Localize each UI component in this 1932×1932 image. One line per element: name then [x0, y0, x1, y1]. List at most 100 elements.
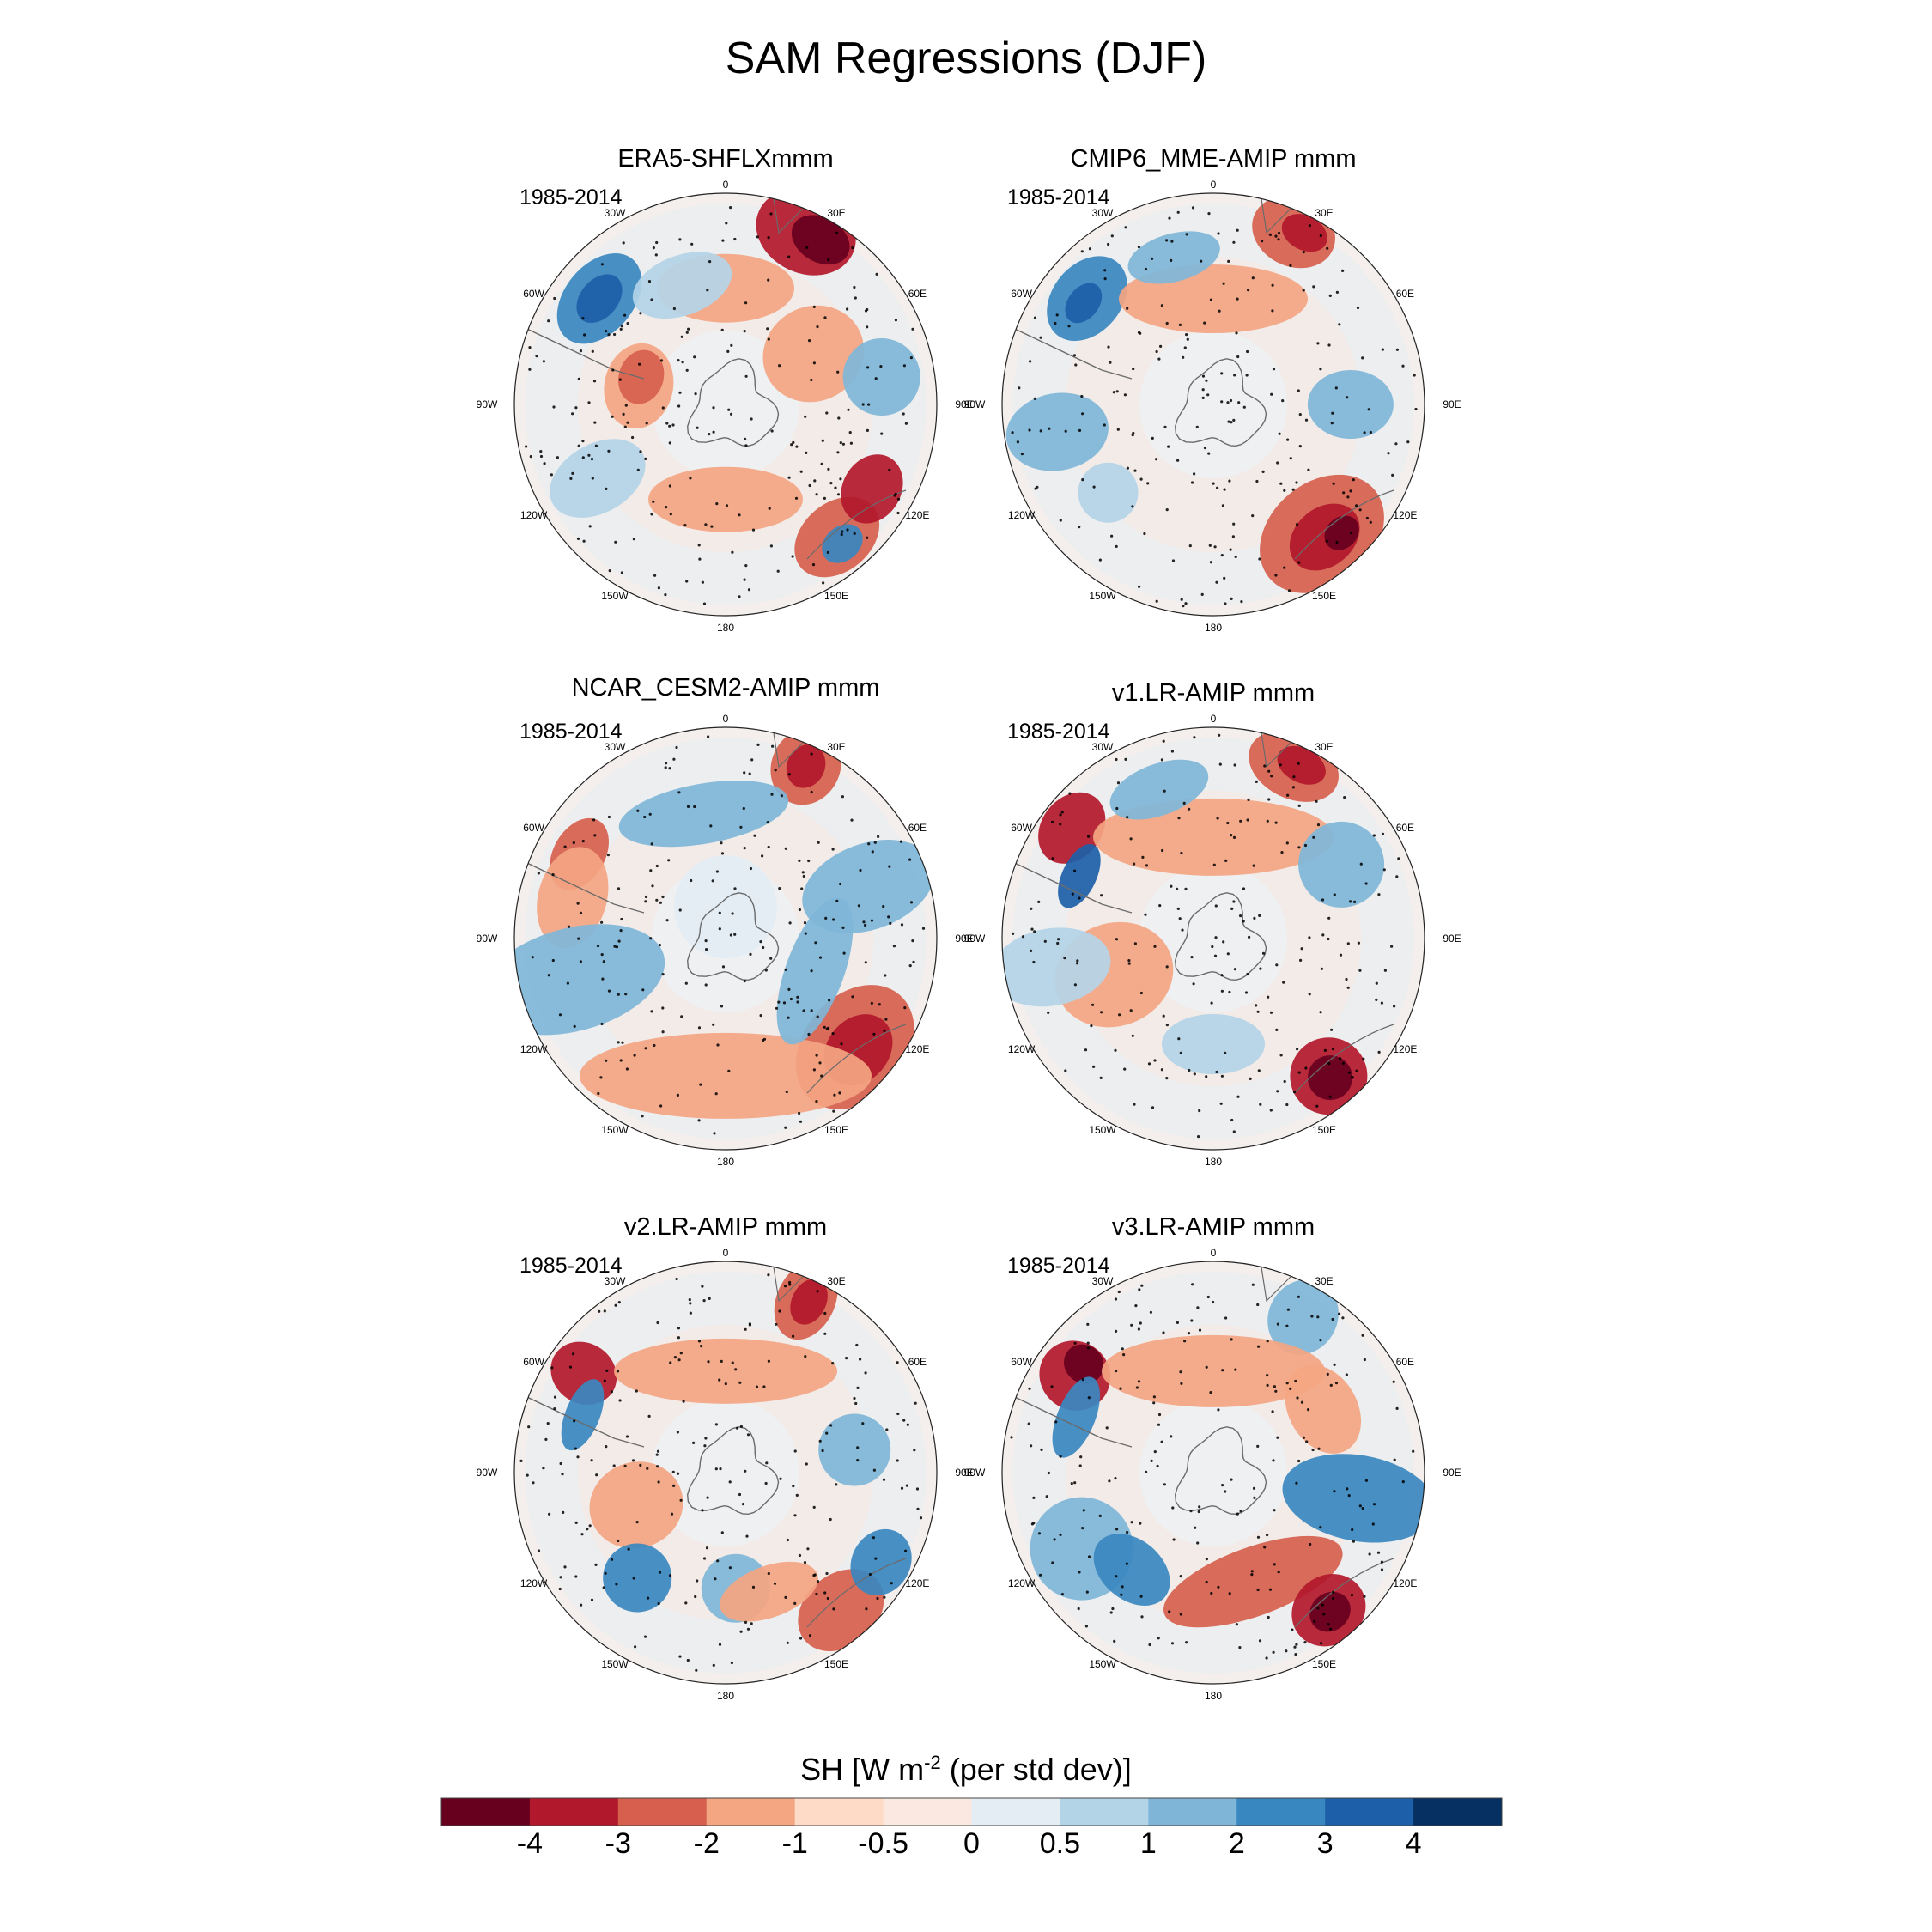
colorbar-tick-label: 1	[1139, 1827, 1157, 1860]
colorbar-tick-label: 3	[1316, 1827, 1334, 1860]
longitude-label: 30W	[1091, 1274, 1114, 1287]
longitude-label: 150W	[601, 1124, 629, 1137]
longitude-label: 120W	[519, 1043, 548, 1055]
longitude-label: 90W	[963, 1467, 986, 1479]
longitude-label: 90E	[955, 1467, 974, 1479]
longitude-label: 150W	[1089, 1124, 1116, 1137]
longitude-label: 120E	[905, 509, 930, 521]
longitude-label: 0	[1210, 179, 1217, 191]
colorbar-swatch	[617, 1798, 708, 1826]
map-panel	[1001, 1261, 1425, 1685]
longitude-label: 90E	[1443, 933, 1461, 945]
longitude-label: 60W	[1011, 822, 1032, 834]
longitude-label: 30E	[1315, 1274, 1334, 1287]
longitude-label: 90W	[476, 933, 498, 945]
longitude-label: 150W	[1089, 1658, 1116, 1671]
colorbar-tick-label: -2	[693, 1827, 720, 1860]
longitude-label: 150E	[823, 1124, 849, 1137]
colorbar-tick-label: 4	[1405, 1827, 1422, 1860]
longitude-label: 30E	[1315, 740, 1334, 753]
panel-title: ERA5-SHFLXmmm	[617, 145, 834, 173]
map-panel	[513, 1261, 938, 1685]
longitude-label: 180	[716, 1690, 735, 1702]
longitude-label: 120E	[905, 1577, 930, 1589]
longitude-label: 60W	[1011, 1356, 1032, 1368]
longitude-label: 30E	[827, 206, 846, 219]
longitude-label: 60E	[1395, 288, 1415, 300]
longitude-label: 90E	[955, 398, 974, 410]
longitude-label: 60E	[908, 288, 927, 300]
colorbar-swatch	[1413, 1798, 1503, 1826]
longitude-label: 120W	[1007, 509, 1036, 521]
panel-period: 1985-2014	[519, 1254, 623, 1278]
longitude-label: 60E	[1395, 822, 1415, 834]
longitude-label: 90E	[955, 933, 974, 945]
colorbar-swatch	[441, 1798, 531, 1826]
colorbar-swatch	[529, 1798, 619, 1826]
longitude-label: 180	[716, 622, 735, 634]
colorbar-tick-label: -1	[781, 1827, 808, 1860]
longitude-label: 150W	[601, 590, 629, 603]
colorbar-swatch	[971, 1798, 1060, 1826]
map-panel	[1001, 192, 1425, 617]
longitude-label: 180	[716, 1156, 735, 1168]
colorbar-swatch	[1060, 1798, 1149, 1826]
longitude-label: 120E	[905, 1043, 930, 1055]
colorbar-swatch	[1325, 1798, 1414, 1826]
longitude-label: 150W	[601, 1658, 629, 1671]
longitude-label: 30W	[1091, 740, 1114, 753]
longitude-label: 30W	[604, 1274, 626, 1287]
longitude-label: 90E	[1443, 398, 1461, 410]
panel-period: 1985-2014	[1007, 185, 1110, 210]
longitude-label: 30W	[1091, 206, 1114, 219]
longitude-label: 60E	[1395, 1356, 1415, 1368]
panel-period: 1985-2014	[1007, 720, 1110, 744]
longitude-label: 0	[722, 179, 729, 191]
colorbar-tick-label: 0.5	[1039, 1827, 1081, 1860]
longitude-label: 90W	[476, 398, 498, 410]
colorbar-swatch	[883, 1798, 972, 1826]
longitude-label: 60E	[908, 822, 927, 834]
colorbar-tick-label: 2	[1228, 1827, 1245, 1860]
longitude-label: 120W	[519, 1577, 548, 1589]
panel-title: v1.LR-AMIP mmm	[1111, 679, 1315, 707]
panel-period: 1985-2014	[519, 720, 623, 744]
panel-title: v2.LR-AMIP mmm	[623, 1213, 828, 1241]
longitude-label: 60E	[908, 1356, 927, 1368]
longitude-label: 90W	[963, 398, 986, 410]
longitude-label: 180	[1204, 1690, 1223, 1702]
longitude-label: 180	[1204, 1156, 1223, 1168]
colorbar-tick-label: -3	[605, 1827, 631, 1860]
longitude-label: 30W	[604, 206, 626, 219]
longitude-label: 150E	[1311, 1658, 1337, 1671]
longitude-label: 90W	[963, 933, 986, 945]
longitude-label: 60W	[523, 288, 544, 300]
longitude-label: 0	[1210, 713, 1217, 725]
panel-title: v3.LR-AMIP mmm	[1111, 1213, 1315, 1241]
longitude-label: 150E	[823, 590, 849, 603]
longitude-label: 120E	[1393, 1577, 1418, 1589]
panel-title: CMIP6_MME-AMIP mmm	[1070, 145, 1357, 173]
panel-title: NCAR_CESM2-AMIP mmm	[571, 674, 880, 702]
colorbar-tick-label: -0.5	[858, 1827, 908, 1860]
longitude-label: 30E	[827, 740, 846, 753]
longitude-label: 150W	[1089, 590, 1116, 603]
longitude-label: 90E	[1443, 1467, 1461, 1479]
colorbar-swatch	[794, 1798, 884, 1826]
longitude-label: 0	[722, 713, 729, 725]
colorbar-swatch	[1148, 1798, 1237, 1826]
longitude-label: 30E	[827, 1274, 846, 1287]
longitude-label: 180	[1204, 622, 1223, 634]
colorbar-tick-label: 0	[963, 1827, 980, 1860]
longitude-label: 150E	[1311, 1124, 1337, 1137]
longitude-label: 90W	[476, 1467, 498, 1479]
longitude-label: 150E	[1311, 590, 1337, 603]
main-title: SAM Regressions (DJF)	[725, 33, 1207, 83]
longitude-label: 120E	[1393, 1043, 1418, 1055]
longitude-label: 60W	[523, 822, 544, 834]
panel-period: 1985-2014	[519, 185, 623, 210]
map-panel	[513, 726, 938, 1151]
colorbar-title: SH [W m-2 (per std dev)]	[800, 1752, 1132, 1787]
